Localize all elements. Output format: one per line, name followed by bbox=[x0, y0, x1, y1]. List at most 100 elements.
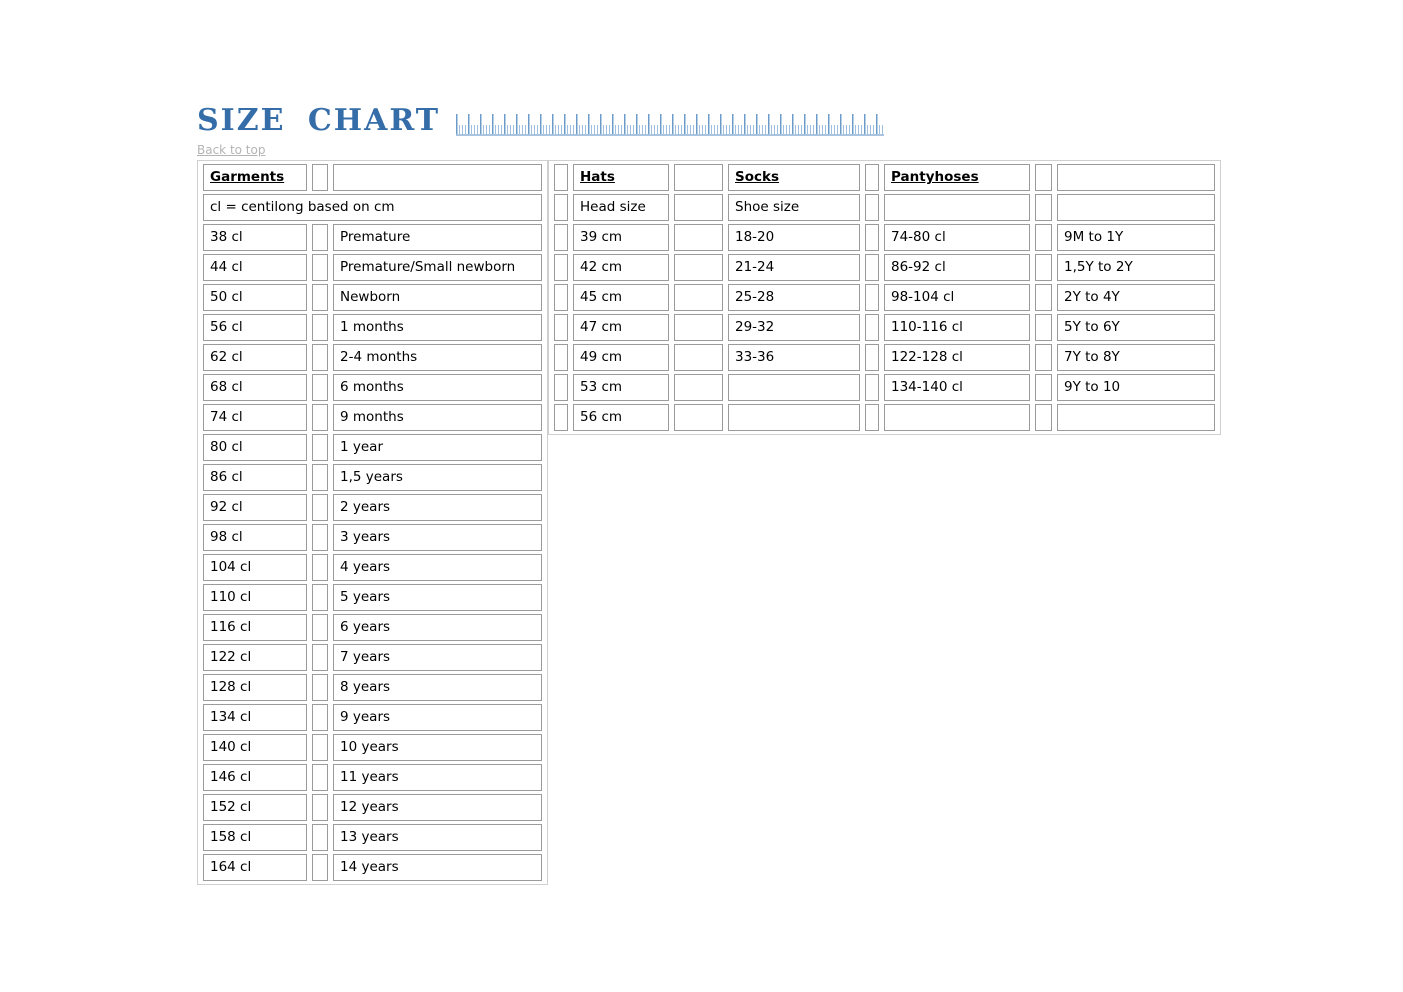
hats-subheader-cell: Head size bbox=[573, 194, 669, 221]
hat-size-cell: 49 cm bbox=[573, 344, 669, 371]
spacer-cell bbox=[554, 254, 568, 281]
table-row: 164 cl 14 years bbox=[203, 854, 542, 881]
garment-size-cell: 128 cl bbox=[203, 674, 307, 701]
table-row: 134 cl 9 years bbox=[203, 704, 542, 731]
pantyhose-size-cell bbox=[884, 404, 1030, 431]
sock-size-cell: 25-28 bbox=[728, 284, 860, 311]
table-row: 152 cl 12 years bbox=[203, 794, 542, 821]
spacer-cell bbox=[865, 224, 879, 251]
table-row: 110 cl 5 years bbox=[203, 584, 542, 611]
spacer-cell bbox=[865, 254, 879, 281]
garment-size-cell: 62 cl bbox=[203, 344, 307, 371]
garment-size-cell: 80 cl bbox=[203, 434, 307, 461]
table-row: 140 cl 10 years bbox=[203, 734, 542, 761]
garment-size-cell: 140 cl bbox=[203, 734, 307, 761]
spacer-cell bbox=[312, 374, 328, 401]
accessories-subheader-row: Head size Shoe size bbox=[554, 194, 1215, 221]
spacer-cell bbox=[674, 344, 723, 371]
pantyhose-size-cell: 98-104 cl bbox=[884, 284, 1030, 311]
hat-size-cell: 53 cm bbox=[573, 374, 669, 401]
spacer-cell bbox=[1035, 194, 1052, 221]
garment-age-cell: 6 years bbox=[333, 614, 542, 641]
pantyhose-size-cell: 74-80 cl bbox=[884, 224, 1030, 251]
spacer-cell bbox=[312, 824, 328, 851]
socks-header-cell: Socks bbox=[728, 164, 860, 191]
table-row: 44 cl Premature/Small newborn bbox=[203, 254, 542, 281]
table-row: 53 cm 134-140 cl 9Y to 10 bbox=[554, 374, 1215, 401]
hat-size-cell: 45 cm bbox=[573, 284, 669, 311]
hat-size-cell: 42 cm bbox=[573, 254, 669, 281]
garment-size-cell: 110 cl bbox=[203, 584, 307, 611]
spacer-cell bbox=[554, 194, 568, 221]
garment-size-cell: 74 cl bbox=[203, 404, 307, 431]
spacer-cell bbox=[312, 404, 328, 431]
garments-rows: Garments cl = centilong based on cm 38 c… bbox=[203, 164, 542, 881]
pantyhose-size-cell: 86-92 cl bbox=[884, 254, 1030, 281]
spacer-cell bbox=[674, 224, 723, 251]
garment-age-cell: Premature bbox=[333, 224, 542, 251]
sock-size-cell: 33-36 bbox=[728, 344, 860, 371]
sock-size-cell: 18-20 bbox=[728, 224, 860, 251]
spacer-cell bbox=[1035, 404, 1052, 431]
sock-size-cell bbox=[728, 374, 860, 401]
garment-size-cell: 38 cl bbox=[203, 224, 307, 251]
garment-age-cell: 4 years bbox=[333, 554, 542, 581]
spacer-cell bbox=[312, 344, 328, 371]
spacer-cell bbox=[312, 794, 328, 821]
spacer-cell bbox=[674, 284, 723, 311]
garment-age-cell: 2-4 months bbox=[333, 344, 542, 371]
pantyhose-age-cell: 2Y to 4Y bbox=[1057, 284, 1215, 311]
spacer-cell bbox=[312, 764, 328, 791]
garment-age-cell: 13 years bbox=[333, 824, 542, 851]
hat-size-cell: 39 cm bbox=[573, 224, 669, 251]
spacer-cell bbox=[865, 314, 879, 341]
spacer-cell bbox=[554, 374, 568, 401]
hat-size-cell: 56 cm bbox=[573, 404, 669, 431]
garment-size-cell: 92 cl bbox=[203, 494, 307, 521]
pantyhose-age-cell bbox=[1057, 404, 1215, 431]
back-to-top-link[interactable]: Back to top bbox=[197, 143, 266, 157]
sock-size-cell bbox=[728, 404, 860, 431]
garments-header-cell: Garments bbox=[203, 164, 307, 191]
garments-header-row: Garments bbox=[203, 164, 542, 191]
table-row: 86 cl 1,5 years bbox=[203, 464, 542, 491]
spacer-cell bbox=[312, 704, 328, 731]
spacer-cell bbox=[674, 254, 723, 281]
hats-header-cell: Hats bbox=[573, 164, 669, 191]
spacer-cell bbox=[554, 284, 568, 311]
garment-age-cell: Premature/Small newborn bbox=[333, 254, 542, 281]
pantyhose-size-cell: 134-140 cl bbox=[884, 374, 1030, 401]
garment-size-cell: 44 cl bbox=[203, 254, 307, 281]
pantyhose-age-cell: 9Y to 10 bbox=[1057, 374, 1215, 401]
spacer-cell bbox=[1035, 254, 1052, 281]
spacer-cell bbox=[312, 494, 328, 521]
accessories-table: Hats Socks Pantyhoses Head size Shoe siz… bbox=[548, 160, 1221, 435]
pantyhose-age-cell: 1,5Y to 2Y bbox=[1057, 254, 1215, 281]
table-row: 146 cl 11 years bbox=[203, 764, 542, 791]
garment-age-cell: 1,5 years bbox=[333, 464, 542, 491]
spacer-cell bbox=[554, 344, 568, 371]
garment-size-cell: 86 cl bbox=[203, 464, 307, 491]
garment-size-cell: 68 cl bbox=[203, 374, 307, 401]
spacer-cell bbox=[674, 164, 723, 191]
spacer-cell bbox=[312, 584, 328, 611]
table-row: 158 cl 13 years bbox=[203, 824, 542, 851]
garment-age-cell: 14 years bbox=[333, 854, 542, 881]
sock-size-cell: 29-32 bbox=[728, 314, 860, 341]
spacer-cell bbox=[554, 164, 568, 191]
spacer-cell bbox=[554, 314, 568, 341]
spacer-cell bbox=[674, 404, 723, 431]
pantyhose-size-cell: 110-116 cl bbox=[884, 314, 1030, 341]
accessories-header-row: Hats Socks Pantyhoses bbox=[554, 164, 1215, 191]
garment-age-cell: 1 months bbox=[333, 314, 542, 341]
table-row: 128 cl 8 years bbox=[203, 674, 542, 701]
table-row: 56 cl 1 months bbox=[203, 314, 542, 341]
garment-size-cell: 104 cl bbox=[203, 554, 307, 581]
spacer-cell bbox=[865, 404, 879, 431]
garment-age-cell: 11 years bbox=[333, 764, 542, 791]
spacer-cell bbox=[312, 314, 328, 341]
spacer-cell bbox=[312, 284, 328, 311]
garment-age-cell: 1 year bbox=[333, 434, 542, 461]
right-rows: Hats Socks Pantyhoses Head size Shoe siz… bbox=[554, 164, 1215, 431]
garments-note-row: cl = centilong based on cm bbox=[203, 194, 542, 221]
